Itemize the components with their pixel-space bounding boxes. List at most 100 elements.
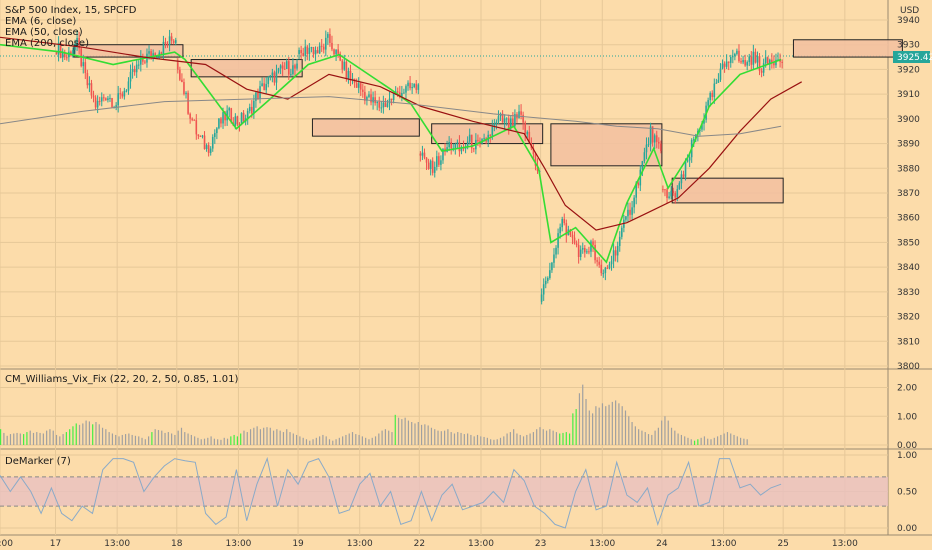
vix-fix-bar [16,432,18,445]
vix-fix-bar [476,434,479,445]
candle-body [528,131,531,144]
price-axis-tick-label: 3880 [897,164,920,174]
vix-fix-bar [358,434,360,445]
candle-body [240,112,243,125]
vix-fix-bar [568,433,571,445]
candle-body [308,47,311,54]
candle-body [581,248,584,250]
price-axis-tick-label: 3890 [897,140,920,150]
vix-fix-bar [249,429,252,445]
candle-body [135,64,138,73]
candle-body [207,145,210,153]
vix-fix-bar [32,432,35,445]
candle-body [125,90,128,92]
time-axis-tick-label: 13:00 [832,539,858,549]
candle-body [701,123,703,130]
candle-body [421,152,424,156]
vix-fix-bar [644,432,646,445]
candle-body [781,61,783,63]
candle-body [678,183,681,190]
vix-fix-bar [473,436,475,445]
vix-axis-tick-label: 2.00 [897,384,917,394]
candle-body [606,267,609,269]
vix-fix-bar [720,434,722,445]
vix-fix-bar [601,403,604,445]
vix-fix-bar [641,430,643,445]
time-axis-tick-label: 22 [414,539,425,549]
vix-fix-bar [503,436,505,445]
candle-body [66,57,68,59]
candle-body [489,134,492,136]
vix-fix-bar [565,432,567,445]
candle-body [559,227,561,234]
price-axis-tick-label: 3930 [897,41,920,51]
time-axis-tick-label: 13:00 [589,539,615,549]
vix-fix-bar [552,430,554,445]
candle-body [584,248,586,253]
vix-fix-bar [213,438,215,445]
candle-body [563,218,566,224]
candle-body [197,134,200,136]
candle-body [668,196,670,198]
candle-body [614,250,617,256]
vix-fix-bar [592,413,594,445]
candle-body [491,126,494,136]
candle-body [748,56,751,63]
candle-body [218,118,220,129]
candle-body [645,144,648,153]
vix-fix-bar [697,439,699,445]
candle-body [438,156,440,165]
candle-body [456,142,459,144]
candle-body [318,45,321,54]
vix-fix-bar [128,433,130,445]
vix-fix-bar [460,432,462,445]
candle-body [405,86,407,93]
candle-body [236,116,239,125]
vix-fix-bar [197,437,199,445]
candle-body [290,74,292,76]
candle-body [655,135,658,142]
vix-fix-bar [167,432,169,445]
candle-body [341,60,344,70]
candle-body [273,72,276,83]
candle-body [248,106,251,111]
candle-body [193,119,196,121]
candle-body [773,62,775,66]
candle-body [390,98,393,100]
candle-body [288,61,290,75]
candle-body [214,133,216,138]
vix-fix-bar [286,429,288,445]
vix-fix-bar [598,407,600,445]
vix-fix-bar [490,439,492,445]
candle-body [662,189,664,191]
ema-mid-label: EMA (50, close) [5,27,83,38]
vix-fix-bar [453,433,456,445]
candle-body [382,102,385,108]
price-axis-tick-label: 3920 [897,65,920,75]
vix-fix-bar [661,420,663,445]
candle-body [616,246,619,256]
candle-body [255,92,257,101]
vix-fix-bar [707,438,709,445]
candle-body [557,233,559,248]
candle-body [594,244,596,261]
candle-body [170,36,173,41]
candle-body [450,142,452,149]
vix-fix-bar [670,427,673,445]
vix-fix-bar [631,422,633,445]
candle-body [510,118,512,129]
vix-fix-bar [575,409,577,445]
candle-body [109,97,111,99]
candle-body [540,294,543,302]
candle-body [629,209,631,215]
time-axis-tick-label: 13:00 [104,539,130,549]
candle-body [271,72,274,76]
vix-fix-bar [46,430,48,445]
vix-fix-bar [733,434,735,445]
vix-fix-bar [194,436,196,445]
price-zone [190,59,303,78]
candle-body [172,40,175,43]
candle-body [425,157,428,163]
candle-body [413,83,415,88]
